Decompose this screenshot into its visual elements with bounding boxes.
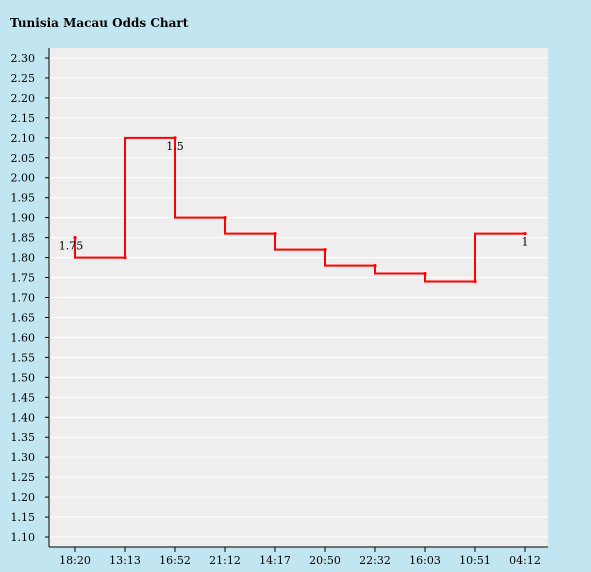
y-tick-label: 1.85 [11,232,36,245]
x-axis: 18:20 13:13 16:52 21:12 14:17 20:50 22:32 16:03… [49,546,548,567]
y-tick-label: 1.55 [11,351,36,364]
y-tick-label: 2.25 [11,72,36,85]
x-tick-label: 04:12 [509,554,541,567]
x-tick-label: 22:32 [359,554,391,567]
data-point [73,236,77,240]
y-tick-label: 1.10 [11,531,36,544]
y-tick-label: 1.30 [11,451,36,464]
data-point [473,279,477,284]
y-tick-label: 1.35 [11,431,36,444]
y-tick-label: 1.60 [11,331,36,344]
y-tick-label: 2.15 [11,112,36,125]
data-annotation: 1.5 [166,140,184,153]
x-tick-label: 18:20 [59,554,91,567]
y-tick-label: 1.15 [11,511,36,524]
x-tick-label: 21:12 [209,554,241,567]
y-tick-label: 1.90 [11,212,36,225]
y-tick-label: 1.75 [11,272,36,285]
y-tick-label: 2.00 [11,172,36,185]
y-tick-label: 1.70 [11,292,36,305]
y-tick-label: 2.10 [11,132,36,145]
data-point [273,232,277,236]
y-tick-label: 2.05 [11,152,36,165]
x-tick-label: 13:13 [109,554,141,567]
data-point [373,263,377,268]
y-tick-label: 1.25 [11,471,36,484]
data-point [423,271,427,276]
y-tick-label: 1.50 [11,371,36,384]
y-tick-label: 1.95 [11,192,36,205]
y-axis: 1.10 1.15 1.20 1.25 1.30 1.35 1.40 1.45 1.50 1.55… [11,48,50,547]
y-tick-label: 1.20 [11,491,36,504]
y-tick-label: 2.30 [11,52,36,65]
series-layer [73,136,527,284]
annotation-layer: 1.75 1.5 1 [59,140,529,253]
data-point [123,255,127,260]
series-line [74,136,525,283]
x-tick-label: 14:17 [259,554,291,567]
x-tick-label: 16:03 [409,554,441,567]
y-tick-label: 2.20 [11,92,36,105]
y-tick-label: 1.80 [11,252,36,265]
y-tick-label: 1.45 [11,391,36,404]
data-point [323,247,327,252]
data-point [173,136,177,140]
data-point [223,216,227,220]
data-point [523,232,527,236]
grid-lines [49,57,548,538]
x-tick-label: 10:51 [459,554,491,567]
y-tick-label: 1.40 [11,411,36,424]
y-tick-label: 1.65 [11,311,36,324]
data-annotation: 1.75 [59,240,84,253]
x-tick-label: 16:52 [159,554,191,567]
data-annotation: 1 [522,236,529,249]
x-tick-label: 20:50 [309,554,341,567]
chart-title: Tunisia Macau Odds Chart [10,16,189,30]
